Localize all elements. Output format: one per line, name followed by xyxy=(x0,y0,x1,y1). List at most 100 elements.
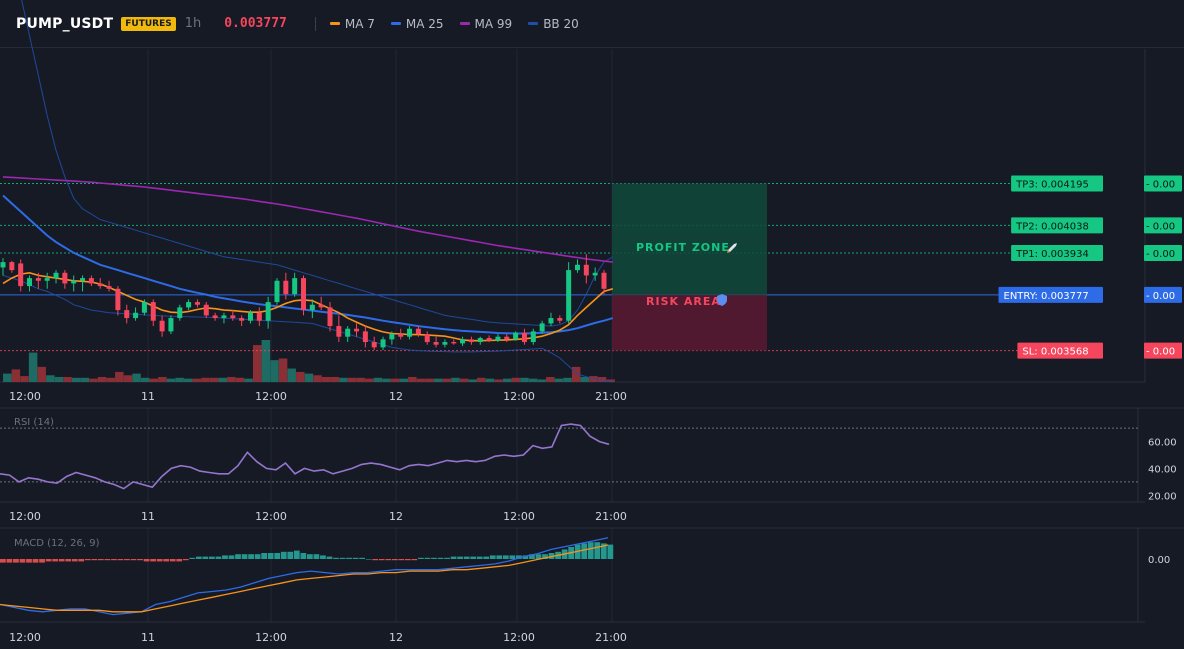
symbol-name[interactable]: PUMP_USDT xyxy=(16,15,114,32)
macd-histogram-bar xyxy=(594,542,601,559)
macd-tick-label: 0.00 xyxy=(1148,555,1170,566)
legend-item-ma-99[interactable]: MA 99 xyxy=(459,16,513,31)
macd-histogram-bar xyxy=(352,557,359,559)
macd-histogram-bar xyxy=(267,553,274,559)
candle xyxy=(283,272,289,300)
candle-body xyxy=(115,288,121,311)
indicator-legend: MA 7 MA 25 MA 99 BB 20 xyxy=(329,16,595,31)
macd-histogram-bar xyxy=(339,557,346,559)
macd-histogram-bar xyxy=(411,559,418,561)
legend-item-ma-7[interactable]: MA 7 xyxy=(329,17,375,31)
legend-item-bb-20[interactable]: BB 20 xyxy=(528,17,579,31)
candle-body xyxy=(354,328,360,332)
volume-bar xyxy=(485,378,495,382)
level-tag-label: TP2: 0.004038 xyxy=(1015,221,1089,232)
volume-bar xyxy=(399,378,409,382)
candle xyxy=(513,331,519,341)
macd-histogram-bar xyxy=(535,554,542,559)
macd-histogram-bar xyxy=(84,559,91,561)
x-tick-label: 12:00 xyxy=(9,390,41,403)
volume-bar xyxy=(321,376,331,382)
rocket-icon xyxy=(727,243,737,253)
volume-bar xyxy=(451,377,460,382)
candle xyxy=(186,299,192,311)
candle xyxy=(53,270,59,284)
candle-body xyxy=(371,342,377,348)
macd-histogram-bar xyxy=(404,559,411,561)
volume-bar xyxy=(554,378,564,382)
candle xyxy=(292,272,298,297)
x-tick-label: 11 xyxy=(141,390,155,403)
macd-histogram-bar xyxy=(587,542,594,559)
macd-histogram-bar xyxy=(26,559,32,563)
candle xyxy=(592,267,598,281)
legend-label: MA 99 xyxy=(474,16,513,31)
candle-body xyxy=(265,302,271,321)
macd-histogram-bar xyxy=(326,556,333,559)
timeframe-selector[interactable]: 1h xyxy=(184,16,202,31)
macd-histogram-bar xyxy=(182,559,189,561)
candle-body xyxy=(451,342,457,344)
candle-body xyxy=(168,318,174,332)
macd-histogram-bar xyxy=(365,559,372,560)
volume-bar xyxy=(537,379,546,382)
candle-body xyxy=(133,312,139,319)
candle-body xyxy=(9,262,15,271)
macd-histogram-bar xyxy=(13,559,19,563)
candle-body xyxy=(186,302,192,308)
volume-bar xyxy=(244,378,253,382)
ma7-line xyxy=(2,271,614,342)
candle xyxy=(35,272,41,289)
candle xyxy=(274,278,280,305)
candle xyxy=(88,275,94,287)
candle-body xyxy=(124,310,130,319)
macd-histogram-bar xyxy=(287,551,294,559)
candle xyxy=(477,336,483,345)
candle-body xyxy=(141,302,147,313)
candle xyxy=(318,296,324,311)
macd-histogram-bar xyxy=(189,557,196,559)
volume-bar xyxy=(408,376,417,382)
legend-item-ma-25[interactable]: MA 25 xyxy=(390,17,444,31)
volume-bar xyxy=(546,376,555,382)
macd-histogram-bar xyxy=(509,555,516,559)
volume-bar xyxy=(597,376,607,382)
macd-histogram-bar xyxy=(19,559,26,563)
level-tag-label: SL: 0.003568 xyxy=(1022,347,1088,358)
macd-histogram-bar xyxy=(391,559,398,561)
volume-bar xyxy=(347,377,357,382)
macd-histogram-bar xyxy=(215,556,222,559)
candle xyxy=(336,315,342,343)
candle-body xyxy=(318,304,324,308)
futures-badge: FUTURES xyxy=(121,16,176,31)
macd-histogram-bar xyxy=(32,559,39,563)
volume-bar xyxy=(123,375,133,382)
macd-histogram-bar xyxy=(450,556,457,559)
bb-upper-line xyxy=(21,0,614,327)
last-price: 0.003777 xyxy=(224,16,287,31)
candle-body xyxy=(150,302,156,321)
rsi-line xyxy=(0,423,610,490)
candle xyxy=(309,299,315,319)
macd-histogram-bar xyxy=(581,543,588,559)
volume-bar xyxy=(580,376,590,382)
macd-histogram-bar xyxy=(78,559,85,562)
candle xyxy=(71,275,77,292)
macd-histogram-bar xyxy=(65,559,72,562)
candle xyxy=(115,286,121,316)
candle-body xyxy=(486,338,492,341)
level-tag-extra xyxy=(1144,342,1182,359)
candle xyxy=(566,262,572,324)
level-tag-extra xyxy=(1144,286,1182,303)
candle-body xyxy=(44,278,50,281)
macd-histogram-bar xyxy=(398,559,405,561)
macd-histogram-bar xyxy=(359,557,365,559)
macd-histogram-bar xyxy=(124,559,130,561)
candle-body xyxy=(230,315,236,319)
x-tick-label: 12:00 xyxy=(255,390,287,403)
level-tag-extra-label: - 0.00 xyxy=(1146,180,1175,191)
x-tick-label: 12 xyxy=(389,390,403,403)
macd-histogram-bar xyxy=(104,559,111,561)
level-tag xyxy=(1011,217,1103,234)
